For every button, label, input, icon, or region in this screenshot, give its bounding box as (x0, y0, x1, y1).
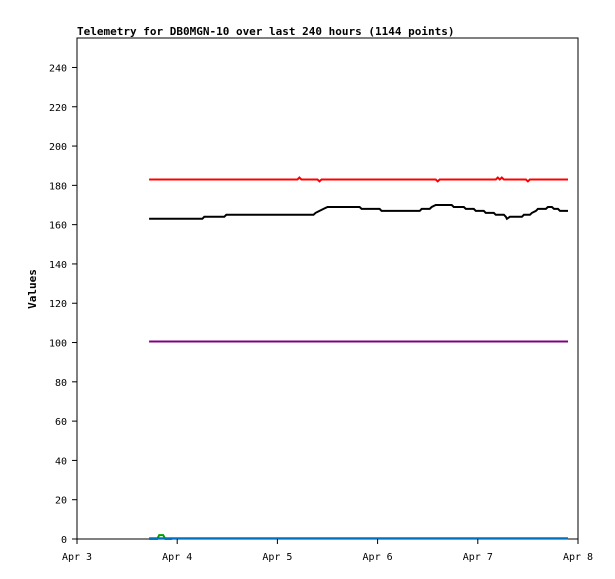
series-line-2 (149, 204, 568, 221)
chart-title: Telemetry for DB0MGN-10 over last 240 ho… (77, 25, 455, 38)
y-tick-label: 40 (55, 456, 67, 467)
y-tick-label: 20 (55, 496, 67, 507)
x-tick-label: Apr 3 (62, 552, 92, 563)
axes-layer: 0 20 40 60 80 100 120 140 160 180 200 220 240 Apr 3 Ap… (49, 63, 593, 563)
y-tick-label: 80 (55, 378, 67, 389)
y-tick-label: 60 (55, 417, 67, 428)
y-tick-label: 180 (49, 181, 67, 192)
x-tick-label: Apr 6 (363, 552, 393, 563)
y-tick-label: 0 (61, 535, 67, 546)
y-tick-label: 120 (49, 299, 67, 310)
y-tick-label: 160 (49, 221, 67, 232)
y-axis-label: Values (26, 269, 39, 309)
y-tick-label: 100 (49, 339, 67, 350)
plot-area (76, 37, 579, 540)
x-tick-label: Apr 5 (262, 552, 292, 563)
y-tick-label: 240 (49, 63, 67, 74)
y-tick-label: 140 (49, 260, 67, 271)
y-tick-label: 220 (49, 103, 67, 114)
x-tick-label: Apr 8 (563, 552, 593, 563)
x-tick-label: Apr 4 (162, 552, 192, 563)
x-tick-label: Apr 7 (463, 552, 493, 563)
y-tick-label: 200 (49, 142, 67, 153)
series-layer (149, 176, 568, 540)
series-line-1 (149, 176, 568, 183)
